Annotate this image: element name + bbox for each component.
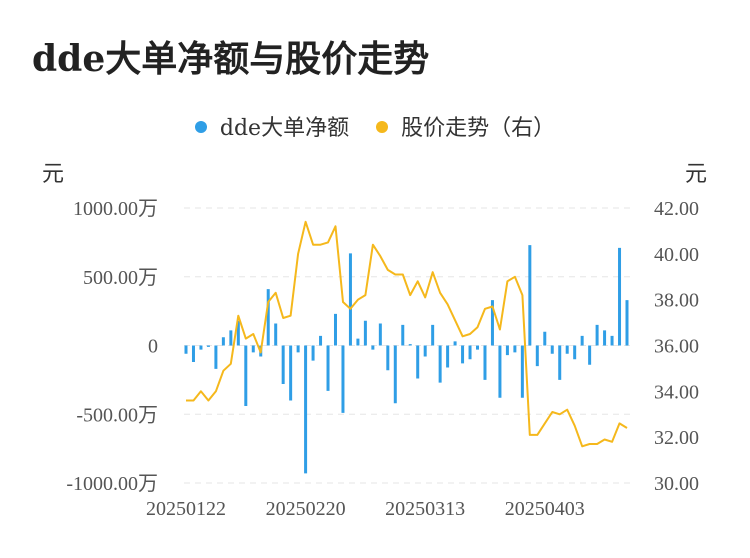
right-tick-label: 38.00 [654,290,699,312]
dde-bar [573,345,577,360]
legend-label-price: 股价走势（右） [401,116,556,141]
dde-bar [191,345,195,362]
dde-bar [565,345,569,354]
dde-bar [244,345,248,406]
dde-bar [423,345,427,357]
dde-bar [199,345,203,350]
dde-bar [408,344,412,346]
dde-bar [274,323,278,346]
left-tick-label: 500.00万 [83,267,158,289]
left-tick-label: -500.00万 [76,404,158,426]
dde-bar [326,345,330,391]
x-tick-label: 20250220 [266,498,346,520]
dde-bar [453,341,457,346]
dde-bar [289,345,293,401]
dde-bar [348,253,352,346]
dde-bar [333,313,337,346]
dde-bar [438,345,442,383]
dde-bar [618,247,622,346]
left-axis-ticks: 1000.00万 500.00万 0 -500.00万 -1000.00万 [66,198,158,495]
left-tick-label: 0 [148,336,158,358]
dde-bar [386,345,390,371]
dde-bar [550,345,554,354]
legend-dot-price [376,121,389,133]
dde-bar [603,330,607,346]
dde-bar [595,324,599,346]
dde-bar [206,345,210,347]
dde-bar [214,345,218,369]
dde-bar [393,345,397,404]
dde-bar [251,345,255,353]
chart-title: dde大单净额与股价走势 [32,38,430,80]
dde-bar [304,345,308,474]
dde-bar [528,245,532,346]
legend-label-dde: dde大单净额 [219,116,350,141]
legend-item-dde[interactable]: dde大单净额 [194,110,350,142]
dde-bar [229,330,233,346]
dde-bar [281,345,285,384]
dde-bar [625,300,629,346]
dde-bar [311,345,315,361]
dde-bar [535,345,539,367]
x-tick-label: 20250122 [146,498,226,520]
dde-bar [184,345,188,354]
legend: dde大单净额 股价走势（右） [0,110,750,142]
right-tick-label: 36.00 [654,336,699,358]
dde-bar [221,337,225,346]
legend-dot-dde [194,121,207,133]
dde-bar [588,345,592,365]
right-tick-label: 40.00 [654,244,699,266]
dde-bar [580,335,584,346]
dde-bar [490,300,494,346]
price-line-series [186,220,628,448]
dde-bar [610,335,614,346]
x-axis-ticks: 20250122 20250220 20250313 20250403 [146,498,585,520]
dde-bar [416,345,420,379]
dde-bar [461,345,465,364]
right-tick-label: 32.00 [654,427,699,449]
dde-bar [543,331,547,346]
dde-bar [446,345,450,368]
dde-bar [476,345,480,350]
price-line [186,220,628,448]
right-tick-label: 34.00 [654,381,699,403]
bar-series [184,245,629,474]
right-tick-label: 30.00 [654,473,699,495]
dde-bar [468,345,472,360]
dde-bar [378,323,382,346]
grid-lines [184,207,630,484]
dde-bar [483,345,487,380]
dde-bar [520,345,524,398]
x-tick-label: 20250403 [505,498,585,520]
dde-bar [431,324,435,346]
right-axis-ticks: 42.00 40.00 38.00 36.00 34.00 32.00 30.00 [654,198,699,495]
dde-bar [498,345,502,398]
left-axis-unit: 元 [42,162,65,187]
right-tick-label: 42.00 [654,198,699,220]
dde-bar [236,320,240,346]
left-tick-label: 1000.00万 [73,198,158,220]
x-tick-label: 20250313 [385,498,465,520]
legend-item-price[interactable]: 股价走势（右） [376,110,555,142]
dde-bar [319,335,323,346]
dde-bar [505,345,509,356]
dde-bar [513,345,517,353]
dde-bar [296,345,300,353]
dde-bar [356,338,360,346]
dde-bar [401,324,405,346]
left-tick-label: -1000.00万 [66,473,158,495]
dde-bar [363,320,367,346]
right-axis-unit: 元 [685,162,708,187]
dde-bar [266,289,270,346]
dde-bar [341,345,345,413]
dde-bar [558,345,562,380]
dde-bar [371,345,375,350]
